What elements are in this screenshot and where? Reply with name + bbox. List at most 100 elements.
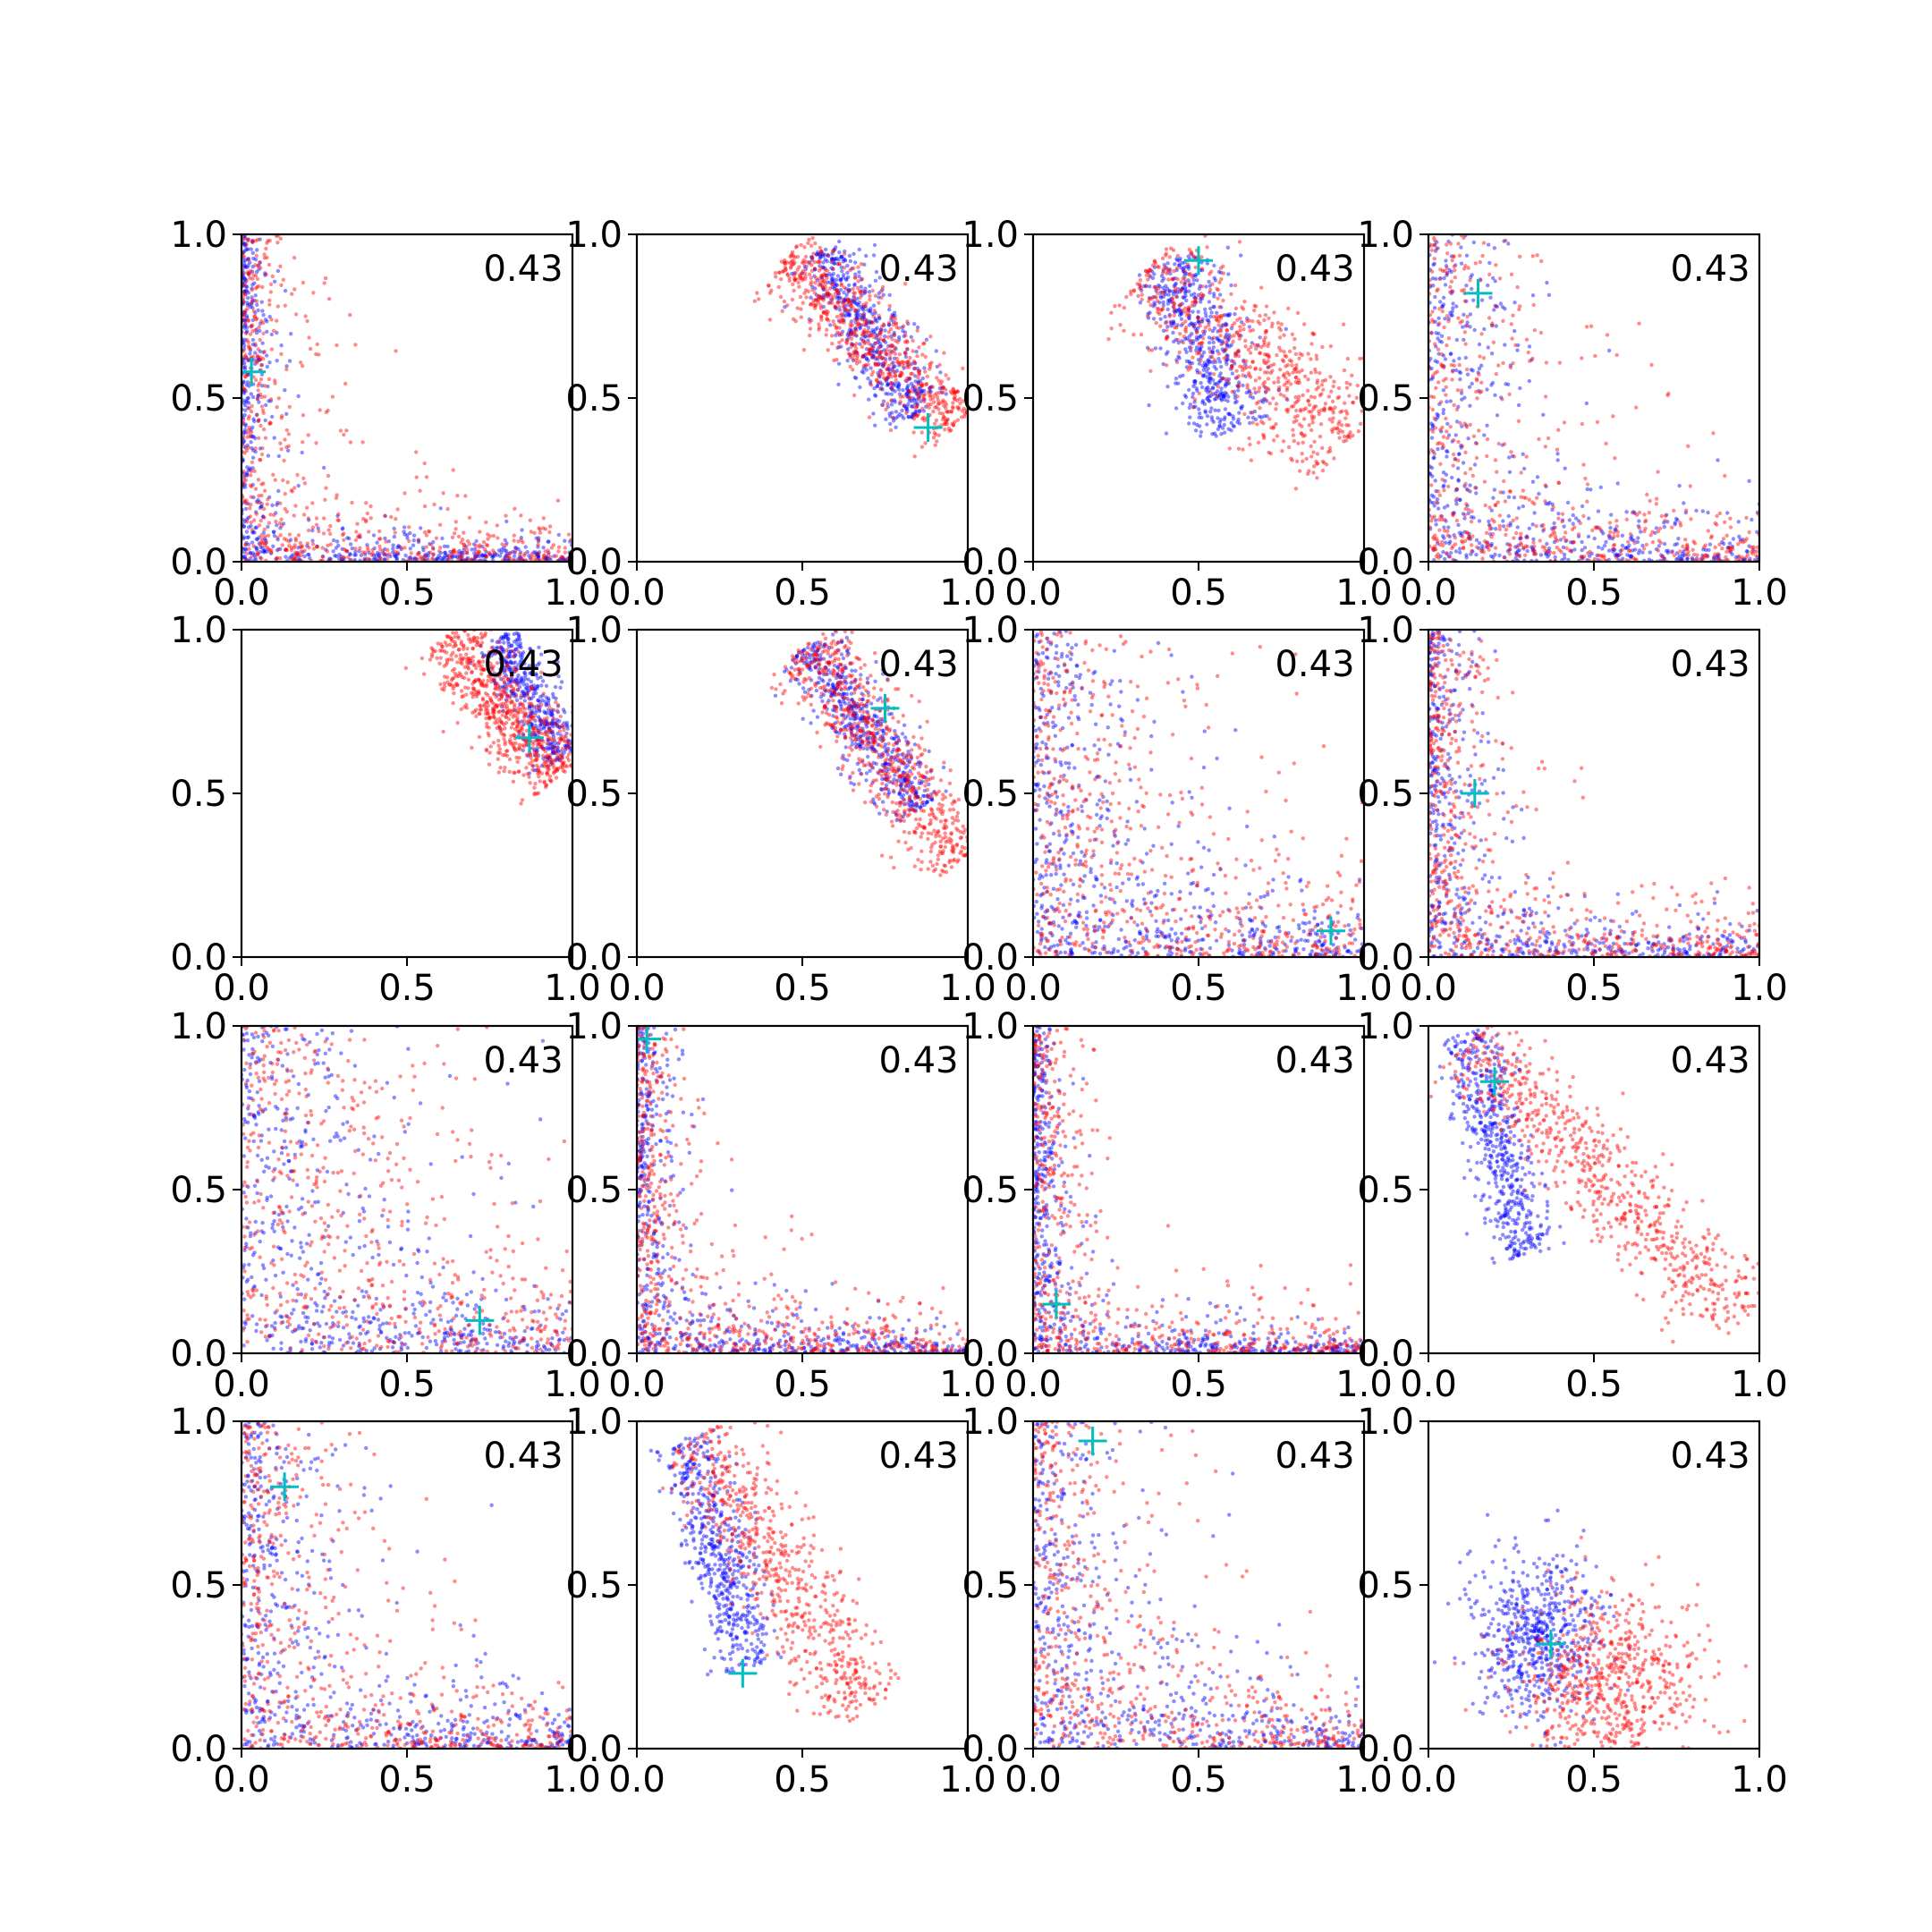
scatter-point	[1429, 493, 1435, 497]
scatter-point	[263, 318, 268, 322]
scatter-point	[904, 386, 910, 392]
scatter-point	[1216, 296, 1220, 301]
scatter-point	[1454, 502, 1459, 506]
scatter-point	[1607, 536, 1612, 540]
scatter-point	[1560, 512, 1565, 516]
scatter-point	[255, 360, 259, 365]
scatter-point	[1200, 317, 1205, 322]
y-tick-label: 0.5	[565, 378, 623, 419]
scatter-point	[504, 541, 509, 546]
scatter-point	[1485, 423, 1489, 428]
scatter-point	[1182, 306, 1188, 310]
scatter-point	[1454, 419, 1460, 424]
scatter-point	[1437, 528, 1442, 532]
scatter-point	[296, 552, 301, 556]
scatter-point	[339, 555, 344, 561]
scatter-point	[835, 291, 840, 295]
scatter-point	[1470, 381, 1474, 386]
scatter-point	[1494, 527, 1498, 531]
scatter-point	[1292, 345, 1297, 351]
scatter-point	[1205, 422, 1209, 427]
scatter-point	[1197, 415, 1201, 419]
scatter-point	[918, 378, 923, 384]
scatter-point	[262, 515, 267, 520]
scatter-point	[1453, 542, 1458, 547]
scatter-point	[246, 431, 250, 436]
scatter-point	[1264, 389, 1268, 394]
scatter-point	[242, 290, 247, 294]
scatter-point	[1708, 535, 1714, 540]
scatter-point	[328, 542, 334, 547]
scatter-point	[1431, 546, 1436, 551]
scatter-point	[873, 278, 878, 283]
scatter-point	[244, 540, 249, 546]
scatter-point	[1546, 502, 1551, 506]
scatter-point	[272, 533, 277, 538]
scatter-point	[279, 517, 284, 521]
scatter-point	[545, 556, 549, 561]
scatter-point	[500, 542, 504, 547]
scatter-point	[1744, 537, 1750, 541]
scatter-point	[908, 355, 912, 360]
scatter-point	[1163, 321, 1168, 326]
scatter-point	[1330, 419, 1335, 424]
scatter-point	[1262, 340, 1267, 345]
scatter-point	[1174, 360, 1180, 365]
scatter-point	[1287, 372, 1292, 377]
scatter-point	[1431, 394, 1436, 400]
scatter-point	[1584, 401, 1589, 406]
scatter-point	[1146, 311, 1150, 316]
scatter-point	[1337, 419, 1342, 424]
scatter-point	[846, 289, 851, 294]
scatter-point	[1489, 323, 1495, 327]
scatter-point	[255, 353, 259, 358]
scatter-point	[1200, 400, 1205, 405]
scatter-point	[863, 318, 868, 322]
scatter-point	[1306, 399, 1310, 403]
scatter-point	[799, 315, 803, 319]
scatter-point	[817, 259, 821, 264]
scatter-point	[1477, 519, 1482, 523]
scatter-point	[935, 394, 940, 400]
scatter-point	[1160, 278, 1165, 284]
scatter-point	[854, 376, 859, 380]
scatter-point	[838, 296, 843, 301]
scatter-point	[1706, 510, 1710, 515]
scatter-point	[935, 439, 939, 444]
scatter-point	[246, 257, 251, 261]
scatter-point	[1713, 545, 1717, 550]
scatter-point	[1669, 550, 1674, 555]
scatter-point	[801, 278, 805, 283]
scatter-point	[1430, 376, 1436, 380]
scatter-point	[265, 255, 269, 260]
scatter-point	[823, 266, 827, 271]
scatter-point	[1544, 551, 1549, 555]
scatter-point	[275, 522, 279, 528]
scatter-point	[442, 556, 446, 561]
scatter-point	[1267, 450, 1271, 455]
scatter-point	[1247, 325, 1252, 329]
scatter-point	[287, 359, 292, 363]
scatter-point	[250, 298, 255, 302]
scatter-point	[1487, 547, 1491, 552]
scatter-point	[1552, 539, 1557, 545]
scatter-point	[1284, 380, 1289, 386]
scatter-point	[245, 247, 250, 251]
scatter-point	[905, 360, 910, 364]
scatter-point	[1456, 522, 1461, 528]
scatter-point	[1224, 392, 1229, 396]
scatter-point	[1226, 381, 1232, 386]
scatter-point	[803, 288, 809, 292]
highlight-marker	[913, 412, 943, 442]
scatter-point	[1429, 243, 1435, 248]
scatter-point	[1447, 534, 1453, 538]
scatter-point	[1336, 386, 1342, 391]
scatter-point	[1656, 470, 1660, 474]
scatter-point	[1180, 308, 1184, 313]
scatter-point	[537, 538, 541, 542]
scatter-point	[1272, 380, 1276, 385]
scatter-point	[247, 401, 251, 405]
scatter-point	[1199, 300, 1203, 304]
scatter-point	[254, 253, 258, 258]
scatter-point	[1700, 509, 1706, 513]
